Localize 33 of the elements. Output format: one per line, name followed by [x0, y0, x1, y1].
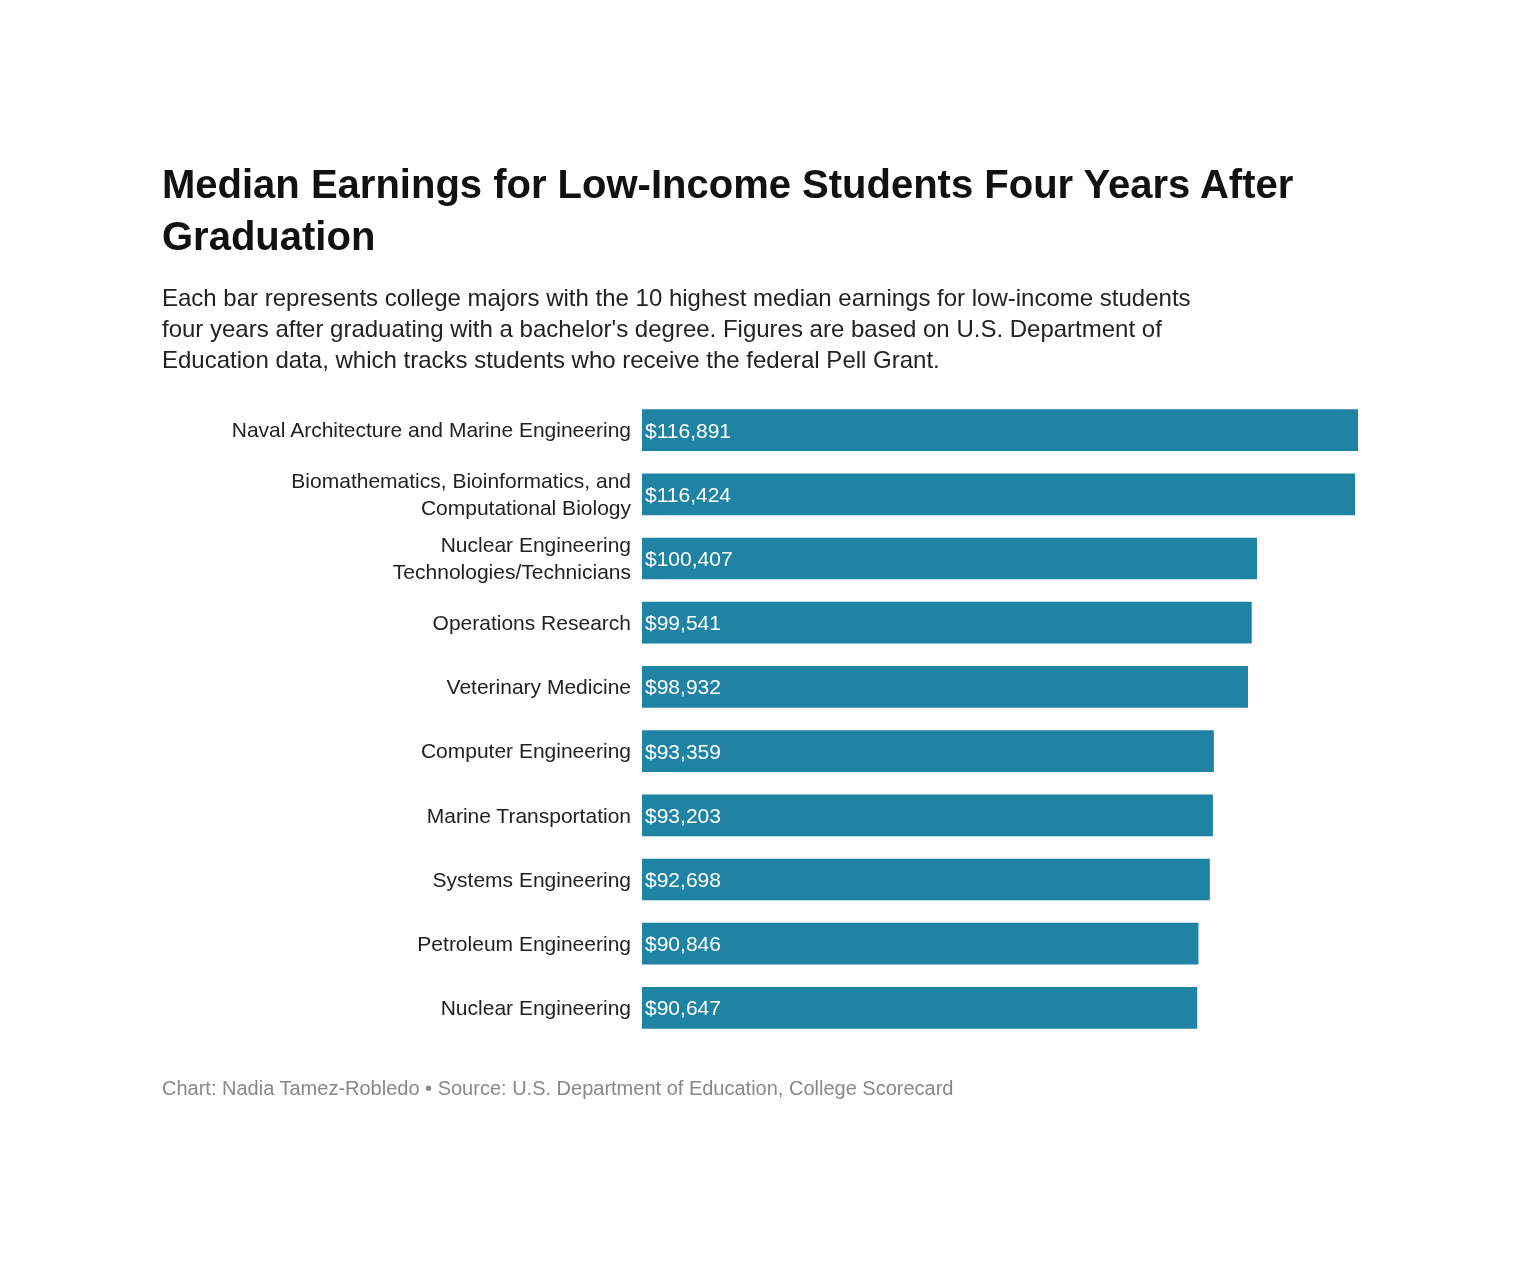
data-label: $92,698 — [645, 868, 721, 892]
data-label: $98,932 — [645, 675, 721, 699]
data-label: $116,424 — [645, 482, 732, 506]
bar — [642, 858, 1210, 901]
bar — [642, 987, 1198, 1029]
data-label: $100,407 — [645, 547, 733, 571]
data-label: $90,647 — [645, 996, 721, 1020]
bar — [642, 666, 1248, 708]
y-tick-label: Systems Engineering — [432, 867, 631, 891]
y-tick-label: Nuclear Engineering — [440, 996, 631, 1020]
bar — [642, 601, 1252, 644]
y-tick-label: Petroleum Engineering — [417, 932, 631, 956]
data-label: $99,541 — [645, 611, 721, 635]
bar — [642, 730, 1214, 772]
y-tick-label: Veterinary Medicine — [446, 675, 631, 699]
bar — [642, 409, 1358, 451]
y-tick-label: Marine Transportation — [426, 803, 631, 827]
bar — [642, 473, 1356, 516]
text: Chart: Nadia Tamez-Robledo • Source: U.S. Department of Education, College Scorecard — [162, 1077, 954, 1099]
y-tick-label: Nuclear Engineering Technologies/Technicians — [392, 533, 631, 584]
bar — [642, 537, 1258, 580]
data-label: $90,846 — [645, 932, 721, 956]
bar — [642, 794, 1213, 837]
y-tick-label: Biomathematics, Bioinformatics, and Computational Biology — [291, 469, 632, 520]
data-label: $93,359 — [645, 739, 721, 763]
data-label: $116,891 — [645, 418, 732, 442]
y-tick-label: Naval Architecture and Marine Engineering — [231, 418, 631, 442]
bar — [642, 922, 1199, 965]
chart-title: Median Earnings for Low-Income Students Four Years After Graduation — [162, 162, 1294, 258]
y-tick-label: Computer Engineering — [420, 739, 631, 763]
chart-subtitle: Each bar represents college majors with the 10 highest median earnings for low-income students four years after graduating with a bachelor's degree. Figures are based on U.S. Department of Education data, which tracks students who receive the federal Pell Grant. — [162, 284, 1191, 374]
y-tick-label: Operations Research — [432, 611, 631, 635]
data-label: $93,203 — [645, 803, 721, 827]
